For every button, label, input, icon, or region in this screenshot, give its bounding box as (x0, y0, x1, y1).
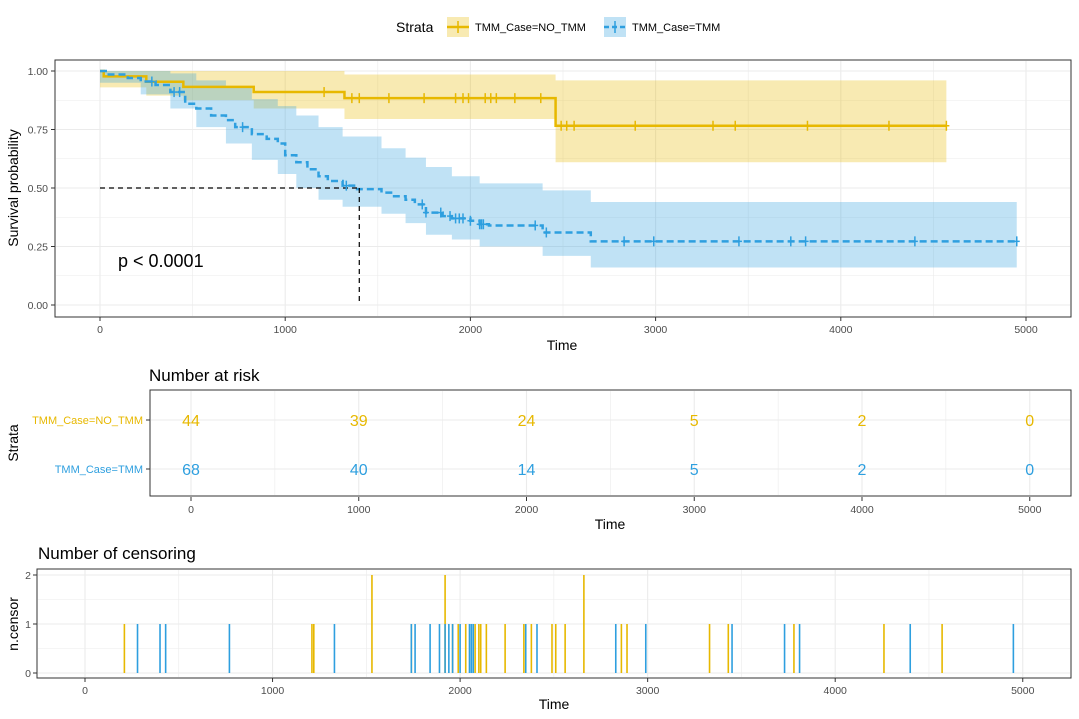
risk-cell: 2 (858, 462, 867, 479)
y-tick-label: 0.50 (28, 183, 49, 195)
risk-cell: 5 (690, 462, 699, 479)
x-tick-label: 3000 (644, 324, 668, 336)
risk-table-border (149, 389, 1072, 497)
x-tick-label: 4000 (824, 685, 848, 697)
legend-label-no-tmm: TMM_Case=NO_TMM (475, 22, 586, 34)
x-tick-label: 3000 (636, 685, 660, 697)
x-tick-label: 5000 (1011, 685, 1035, 697)
censor-y-axis-label: n.censor (5, 597, 21, 651)
strata-label: TMM_Case=TMM (55, 464, 143, 476)
risk-cell: 68 (182, 462, 200, 479)
legend: Strata TMM_Case=NO_TMM TMM_Case=TMM (396, 17, 720, 37)
x-tick-label: 2000 (459, 324, 483, 336)
risk-table-x-ticks: 0 1000 2000 3000 4000 5000 (188, 497, 1042, 516)
risk-table-cells: 44 39 24 5 2 0 68 40 14 5 2 0 (182, 413, 1034, 479)
y-tick-label: 0.25 (28, 242, 49, 254)
y-tick-label: 0.00 (28, 300, 49, 312)
survival-censor-marks (148, 76, 1020, 247)
x-tick-label: 3000 (683, 504, 707, 516)
risk-cell: 44 (182, 413, 200, 430)
risk-cell: 24 (518, 413, 536, 430)
strata-label: TMM_Case=NO_TMM (32, 415, 143, 427)
risk-table-strata-labels: TMM_Case=NO_TMM TMM_Case=TMM (32, 415, 150, 476)
survival-curves (100, 69, 1017, 243)
risk-cell: 14 (518, 462, 536, 479)
legend-label-tmm: TMM_Case=TMM (632, 22, 720, 34)
x-tick-label: 5000 (1014, 324, 1038, 336)
y-tick-label: 1.00 (28, 66, 49, 78)
median-survival-lines (100, 187, 360, 305)
x-tick-label: 5000 (1018, 504, 1042, 516)
risk-cell: 2 (858, 413, 867, 430)
censor-bars (123, 575, 1015, 673)
x-tick-label: 2000 (515, 504, 539, 516)
censor-panel: Number of censoring 0 1 2 0 1000 2000 3000 400… (5, 544, 1072, 712)
survival-x-axis-label: Time (547, 337, 578, 353)
risk-cell: 0 (1025, 413, 1034, 430)
x-tick-label: 4000 (829, 324, 853, 336)
survival-curve-tmm (100, 69, 1017, 243)
x-tick-label: 1000 (347, 504, 371, 516)
survival-curve-no-tmm (100, 69, 947, 128)
y-tick-label: 1 (25, 619, 31, 631)
x-tick-label: 0 (188, 504, 194, 516)
y-tick-label: 0.75 (28, 125, 49, 137)
risk-table-x-axis-label: Time (595, 516, 626, 532)
risk-table-title: Number at risk (149, 366, 260, 385)
survival-y-ticks: 0.00 0.25 0.50 0.75 1.00 (28, 66, 55, 312)
censor-title: Number of censoring (38, 544, 196, 563)
risk-cell: 5 (690, 413, 699, 430)
censor-y-ticks: 0 1 2 (25, 570, 37, 680)
x-tick-label: 0 (82, 685, 88, 697)
risk-table-y-axis-label: Strata (5, 424, 21, 462)
survival-panel: p < 0.0001 0.00 0.25 0.50 0.75 1.00 0 1000 200… (5, 59, 1072, 353)
confidence-band-no-tmm (100, 71, 947, 163)
survival-confidence-bands (100, 71, 1017, 268)
risk-cell: 40 (350, 462, 368, 479)
y-tick-label: 0 (25, 668, 31, 680)
censor-grid (38, 570, 1070, 677)
censor-x-ticks: 0 1000 2000 3000 4000 5000 (82, 678, 1035, 697)
x-tick-label: 4000 (850, 504, 874, 516)
risk-cell: 0 (1025, 462, 1034, 479)
x-tick-label: 1000 (261, 685, 285, 697)
confidence-band-tmm (100, 71, 1017, 268)
legend-title: Strata (396, 19, 434, 35)
survival-x-ticks: 0 1000 2000 3000 4000 5000 (97, 317, 1038, 336)
risk-table-panel: Number at risk 44 39 24 5 2 0 68 40 14 5 2 0 TMM_Ca… (5, 366, 1072, 532)
risk-cell: 39 (350, 413, 368, 430)
survival-y-axis-label: Survival probability (5, 129, 21, 247)
p-value: p < 0.0001 (118, 251, 204, 271)
x-tick-label: 2000 (448, 685, 472, 697)
risk-table-grid (151, 391, 1070, 495)
censor-x-axis-label: Time (539, 696, 570, 712)
survival-grid (56, 61, 1070, 316)
x-tick-label: 0 (97, 324, 103, 336)
y-tick-label: 2 (25, 570, 31, 582)
x-tick-label: 1000 (274, 324, 298, 336)
